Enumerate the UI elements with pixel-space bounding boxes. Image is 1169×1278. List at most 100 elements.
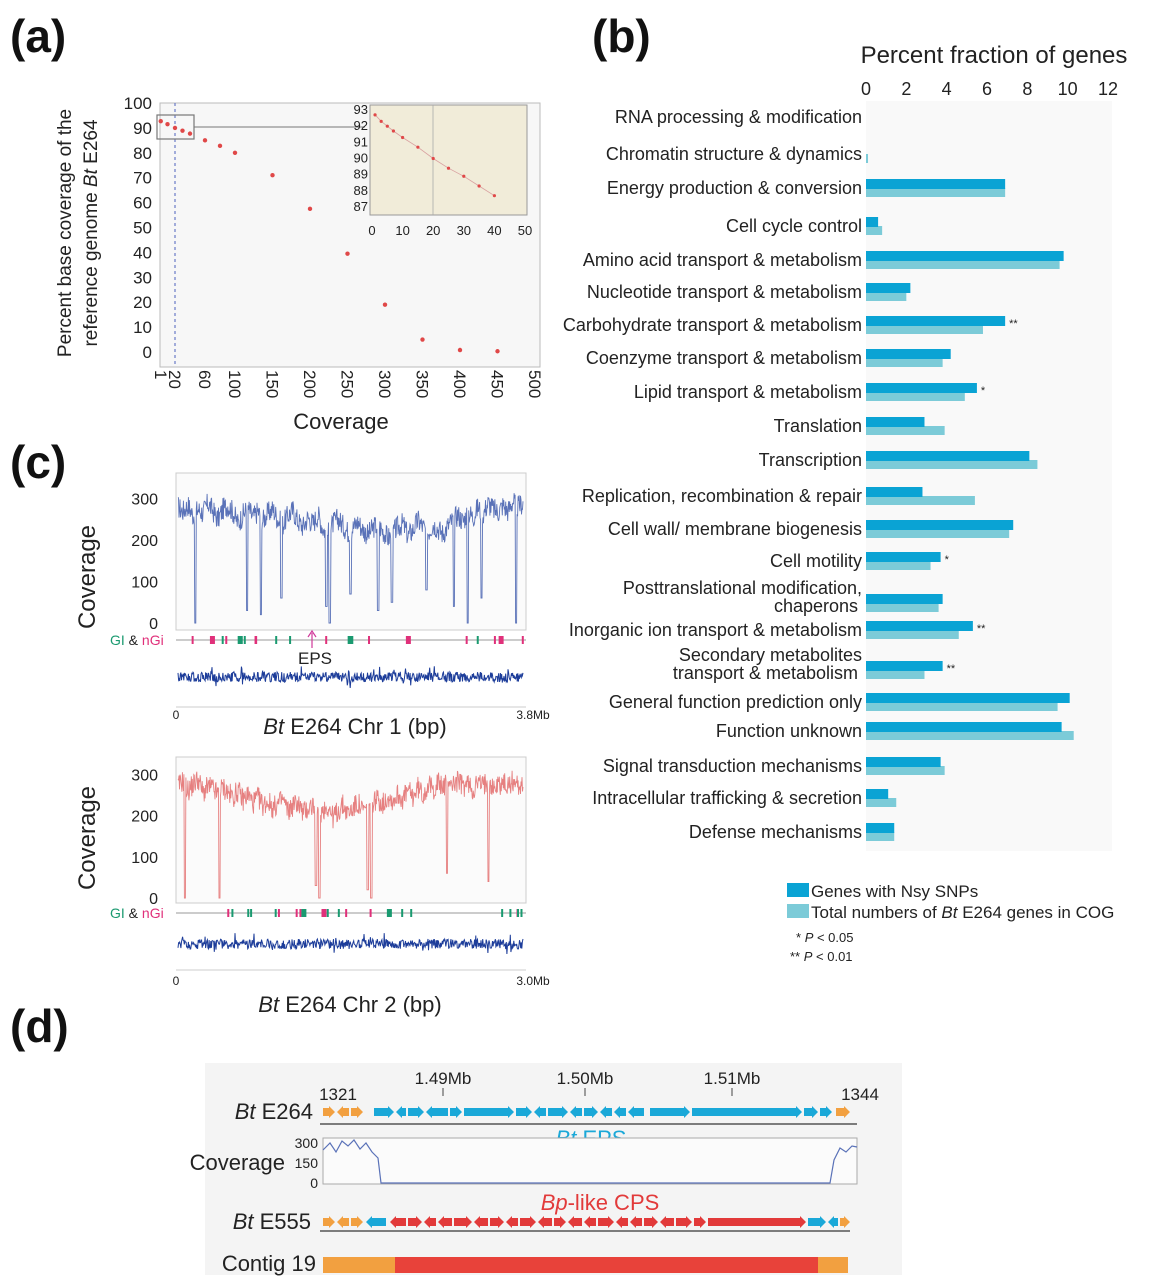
panel-label-c: (c)	[10, 436, 66, 488]
coverage-ytick: 0	[149, 891, 158, 908]
scatter-xtick: 500	[525, 370, 544, 398]
bar-total	[866, 630, 959, 639]
gene-arrow-e555	[584, 1216, 596, 1228]
chr1-coverage-line	[177, 493, 524, 624]
bar-nsy	[866, 520, 1014, 530]
gi-marker	[498, 636, 504, 644]
gene-arrow-e555	[506, 1216, 518, 1228]
coverage-ytick: 200	[131, 809, 158, 826]
bar-category-label: RNA processing & modification	[615, 107, 862, 127]
chr2-coverage-line	[177, 770, 524, 899]
gene-arrow-e264	[836, 1106, 850, 1118]
gene-arrow-e555	[598, 1216, 614, 1228]
bar-category-label: Nucleotide transport & metabolism	[587, 282, 862, 302]
legend-label-total: Total numbers of Bt E264 genes in COG	[811, 903, 1114, 922]
panel-b-bars: Percent fraction of genes 0 2 4 6 8 10 12 RNA …	[563, 42, 1128, 964]
bar-xtick: 2	[901, 79, 911, 99]
gene-arrow-e555	[644, 1216, 658, 1228]
gene-arrow-e264	[548, 1106, 568, 1118]
bar-nsy	[866, 487, 923, 497]
bar-category-label: Posttranslational modification,	[623, 578, 862, 598]
gene-arrow-e555	[554, 1216, 566, 1228]
scatter-xtick: 250	[338, 370, 357, 398]
scatter-ytick: 80	[133, 144, 152, 163]
gene-arrow-e555	[694, 1216, 706, 1228]
bp-cps-label: Bp-like CPS	[541, 1190, 660, 1215]
chr2-x-end: 3.0Mb	[516, 974, 550, 988]
gi-marker	[476, 636, 479, 644]
scatter-xtick: 450	[488, 370, 507, 398]
gi-marker	[295, 909, 298, 917]
chr2-xlabel: Bt E264 Chr 2 (bp)	[258, 992, 441, 1017]
gi-marker	[274, 909, 277, 917]
scatter-xtick: 150	[263, 370, 282, 398]
gene-arrow-e555	[323, 1216, 335, 1228]
gene-arrow-e555	[616, 1216, 628, 1228]
bar-category-label: Intracellular trafficking & secretion	[592, 788, 862, 808]
scatter-xlabel: Coverage	[293, 409, 388, 434]
chr1-x-start: 0	[173, 708, 180, 722]
bar-nsy	[866, 661, 943, 671]
gene-arrow-e264	[396, 1106, 406, 1118]
bar-category-label: Secondary metabolites	[679, 645, 862, 665]
bar-nsy	[866, 823, 895, 833]
gene-arrow-e555	[438, 1216, 452, 1228]
chr2-gi-label: GI & nGi	[110, 905, 164, 921]
gi-marker	[501, 909, 504, 917]
gi-marker	[243, 636, 246, 644]
scatter-xtick: 400	[450, 370, 469, 398]
bar-category-label: Coenzyme transport & metabolism	[586, 348, 862, 368]
scatter-xtick: 300	[375, 370, 394, 398]
legend-swatch-nsy	[787, 883, 809, 897]
bar-total	[866, 292, 907, 301]
bar-nsy	[866, 349, 951, 359]
bar-significance: **	[1009, 318, 1018, 330]
gi-marker	[325, 636, 328, 644]
inset-point	[401, 135, 405, 140]
bar-category-label: Inorganic ion transport & metabolism	[569, 620, 862, 640]
bar-nsy	[866, 179, 1006, 189]
gene-arrow-e264	[351, 1106, 363, 1118]
inset-xtick: 40	[487, 223, 501, 238]
bar-nsy	[866, 417, 925, 427]
gi-marker	[299, 909, 302, 917]
gi-marker	[321, 909, 327, 917]
gi-marker	[465, 636, 468, 644]
gene-arrow-e264	[534, 1106, 546, 1118]
scatter-ytick: 20	[133, 293, 152, 312]
inset-point	[477, 184, 481, 188]
panel-label-b: (b)	[592, 10, 651, 62]
scatter-point	[495, 349, 500, 354]
coverage-track-line	[322, 1139, 858, 1184]
cov-tick-150: 150	[295, 1155, 319, 1171]
gi-marker	[517, 909, 520, 917]
scatter-point	[202, 138, 208, 143]
ruler-label-3: 1.51Mb	[704, 1069, 761, 1088]
gene-arrow-e264	[804, 1106, 818, 1118]
gene-arrow-e264	[374, 1106, 394, 1118]
inset-xtick: 30	[457, 223, 471, 238]
inset-point	[446, 166, 451, 170]
gi-marker	[405, 636, 411, 644]
gene-arrow-e555	[520, 1216, 536, 1228]
ruler-label-1: 1.49Mb	[415, 1069, 472, 1088]
inset-point	[373, 113, 377, 117]
contig-label: Contig 19	[222, 1251, 316, 1276]
gi-marker	[227, 909, 230, 917]
gene-arrow-e555	[538, 1216, 552, 1228]
bar-category-label: Cell motility	[770, 551, 862, 571]
scatter-xtick: 60	[195, 370, 214, 389]
contig-orange-left	[323, 1257, 395, 1273]
scatter-point	[172, 125, 178, 131]
gene-arrow-e555	[337, 1216, 349, 1228]
contig-red-middle	[395, 1257, 818, 1273]
bar-category-label: Carbohydrate transport & metabolism	[563, 315, 862, 335]
bar-total	[866, 460, 1038, 469]
inset-point	[416, 145, 420, 149]
gi-marker	[520, 909, 523, 917]
bar-category-label: Function unknown	[716, 721, 862, 741]
scatter-xtick: 100	[225, 370, 244, 398]
bar-nsy	[866, 757, 941, 767]
gene-end-label: 1344	[841, 1085, 879, 1104]
bar-nsy	[866, 594, 943, 604]
